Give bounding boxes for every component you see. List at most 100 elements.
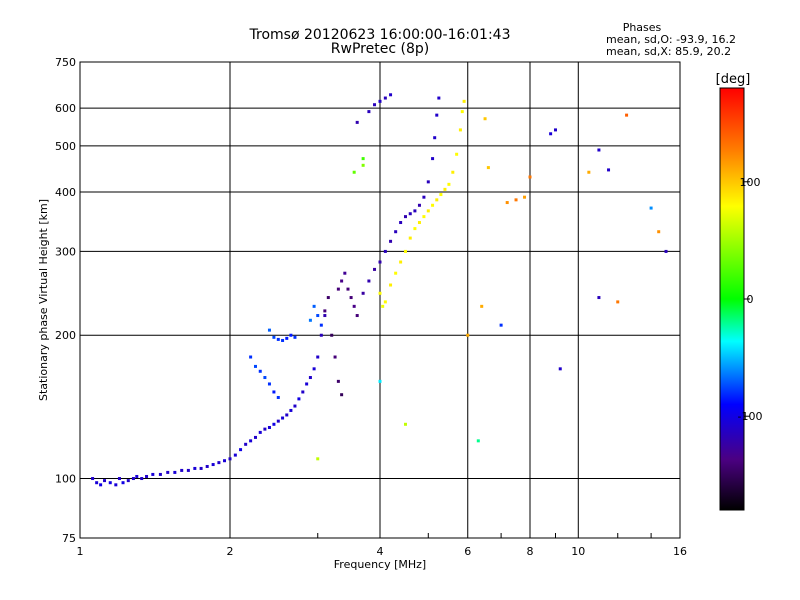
data-point	[499, 323, 503, 327]
data-point	[378, 99, 382, 103]
data-point	[361, 157, 365, 161]
data-point	[253, 435, 257, 439]
data-point	[597, 148, 601, 152]
data-point	[145, 474, 149, 478]
data-point	[316, 314, 320, 318]
data-point	[403, 249, 407, 253]
x-gridlines	[229, 62, 652, 538]
data-point	[343, 271, 347, 275]
data-point	[381, 304, 385, 308]
data-point	[553, 128, 557, 132]
data-point	[367, 110, 371, 114]
y-axis-label: Stationary phase Virtual Height [km]	[37, 199, 50, 401]
data-point	[373, 103, 377, 107]
phases-heading: Phases	[623, 21, 662, 34]
data-point	[447, 182, 451, 186]
data-point	[263, 427, 267, 431]
data-point	[587, 170, 591, 174]
data-point	[289, 408, 293, 412]
data-point	[649, 206, 653, 210]
data-point	[394, 230, 398, 234]
data-point	[205, 464, 209, 468]
data-point	[394, 271, 398, 275]
data-point	[378, 260, 382, 264]
data-point	[340, 393, 344, 397]
y-tick-label: 750	[55, 56, 76, 69]
data-point	[285, 413, 289, 417]
x-tick-label: 8	[527, 545, 534, 558]
phase-x-stats: mean, sd,X: 85.9, 20.2	[606, 45, 731, 58]
colorbar-ticks: 100 0 -100	[738, 176, 763, 423]
data-point	[505, 201, 509, 205]
colorbar-tick-label: 100	[740, 176, 761, 189]
data-point	[276, 395, 280, 399]
data-point	[285, 336, 289, 340]
chart-title: Tromsø 20120623 16:00:00-16:01:43	[249, 27, 511, 43]
data-point	[99, 483, 103, 487]
data-point	[151, 472, 155, 476]
data-point	[355, 314, 359, 318]
data-point	[460, 110, 464, 114]
data-point	[272, 335, 276, 339]
data-point	[253, 364, 257, 368]
data-point	[408, 236, 412, 240]
data-point	[431, 203, 435, 207]
data-point	[223, 459, 227, 463]
data-point	[664, 249, 668, 253]
data-point	[180, 468, 184, 472]
colorbar	[719, 87, 745, 511]
colorbar-tick-label: 0	[747, 293, 754, 306]
data-point	[607, 168, 611, 172]
y-tick-labels: 75 100 200 300 400 500 600 750	[55, 56, 76, 545]
data-point	[323, 309, 327, 313]
data-point	[523, 195, 527, 199]
data-point	[336, 379, 340, 383]
data-point	[455, 152, 459, 156]
data-point	[272, 390, 276, 394]
data-point	[437, 96, 441, 100]
data-point	[326, 296, 330, 300]
data-point	[297, 397, 301, 401]
y-tick-label: 75	[62, 532, 76, 545]
data-point	[352, 170, 356, 174]
data-point	[597, 296, 601, 300]
data-point	[558, 367, 562, 371]
data-point	[426, 209, 430, 213]
data-point	[549, 132, 553, 136]
data-point	[158, 472, 162, 476]
data-point	[433, 136, 437, 140]
data-point	[480, 304, 484, 308]
data-point	[389, 239, 393, 243]
data-point	[276, 337, 280, 341]
data-point	[361, 163, 365, 167]
data-point	[131, 477, 135, 481]
data-point	[244, 442, 248, 446]
data-point	[389, 283, 393, 287]
phase-o-stats: mean, sd,O: -93.9, 16.2	[606, 33, 736, 46]
x-tick-labels: 1 2 4 6 8 10 16	[77, 545, 688, 558]
data-point	[316, 457, 320, 461]
data-point	[108, 481, 112, 485]
x-tick-label: 4	[377, 545, 384, 558]
data-point	[399, 221, 403, 225]
data-point	[305, 382, 309, 386]
data-point	[458, 128, 462, 132]
data-point	[289, 333, 293, 337]
colorbar-tick-label: -100	[738, 410, 763, 423]
x-tick-label: 1	[77, 545, 84, 558]
data-point	[308, 318, 312, 322]
data-point	[249, 439, 253, 443]
data-point	[258, 369, 262, 373]
y-gridlines	[80, 107, 680, 480]
data-point	[281, 416, 285, 420]
data-point	[126, 479, 130, 483]
data-point	[408, 212, 412, 216]
data-point	[443, 187, 447, 191]
data-point	[413, 227, 417, 231]
data-point	[267, 425, 271, 429]
data-point	[413, 209, 417, 213]
data-point	[140, 477, 144, 481]
x-tick-label: 2	[227, 545, 234, 558]
data-point	[319, 333, 323, 337]
